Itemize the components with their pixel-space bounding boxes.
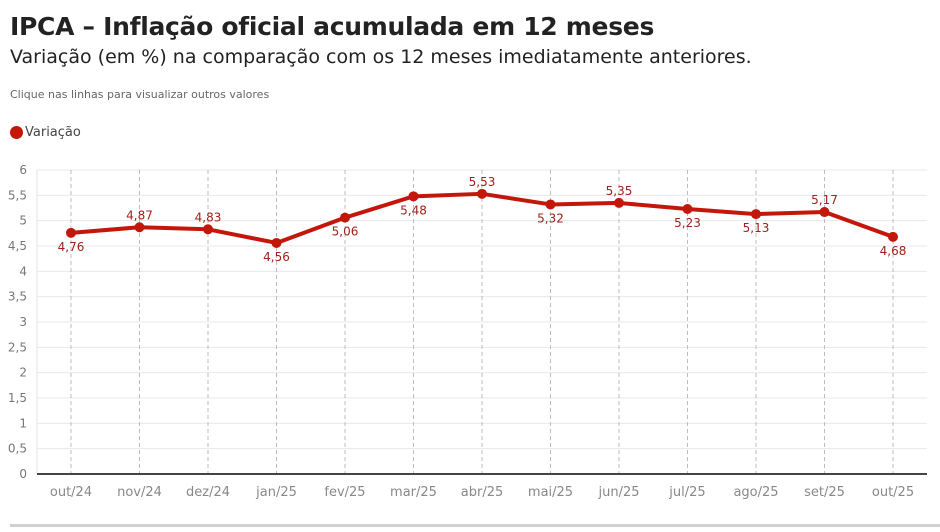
data-label: 5,48	[400, 203, 427, 217]
x-tick-label: mar/25	[390, 485, 437, 500]
vertical-gridlines	[70, 170, 894, 474]
x-axis-ticks: out/24 nov/24 dez/24 jan/25 fev/25 mar/25 abr/…	[50, 485, 914, 500]
x-tick-label: jul/25	[668, 485, 705, 500]
x-tick-label: jan/25	[255, 485, 297, 500]
data-label: 5,06	[332, 225, 359, 239]
y-tick-label: 3	[19, 315, 27, 329]
data-label: 5,32	[537, 211, 564, 225]
data-label: 4,83	[195, 210, 222, 224]
x-tick-label: jun/25	[597, 485, 639, 500]
data-point[interactable]	[819, 207, 830, 218]
x-tick-label: set/25	[804, 485, 845, 500]
y-tick-label: 1,5	[8, 391, 27, 405]
x-tick-label: out/24	[50, 485, 92, 500]
y-tick-label: 4,5	[8, 239, 27, 253]
data-point[interactable]	[408, 191, 419, 202]
x-tick-label: dez/24	[186, 485, 230, 500]
data-label: 4,68	[880, 244, 907, 258]
chart-hint: Clique nas linhas para visualizar outros…	[10, 88, 270, 101]
data-label: 4,87	[126, 208, 153, 222]
legend-label: Variação	[25, 125, 81, 140]
x-tick-label: ago/25	[733, 485, 778, 500]
y-tick-label: 0,5	[8, 442, 27, 456]
x-tick-label: nov/24	[117, 485, 162, 500]
y-axis-ticks: 0 0,5 1 1,5 2 2,5 3 3,5 4 4,5 5 5,5 6	[8, 163, 27, 481]
chart-subtitle: Variação (em %) na comparação com os 12 …	[10, 46, 752, 68]
x-tick-label: fev/25	[324, 485, 365, 500]
data-point[interactable]	[545, 199, 556, 210]
data-point[interactable]	[271, 237, 282, 248]
y-tick-label: 2	[19, 366, 27, 380]
y-tick-label: 2,5	[8, 340, 27, 354]
data-label: 5,35	[606, 184, 633, 198]
y-tick-label: 5	[19, 214, 27, 228]
data-point[interactable]	[340, 212, 350, 223]
chart-title: IPCA – Inflação oficial acumulada em 12 …	[10, 12, 655, 41]
data-label: 4,76	[58, 240, 85, 254]
data-point[interactable]	[682, 204, 693, 215]
series-variacao	[66, 188, 898, 248]
data-point[interactable]	[614, 197, 624, 208]
data-label: 5,23	[674, 216, 701, 230]
data-label: 5,17	[811, 193, 838, 207]
data-label: 5,13	[743, 221, 770, 235]
y-tick-label: 6	[19, 163, 27, 177]
data-point[interactable]	[66, 227, 76, 238]
data-labels: 4,76 4,87 4,83 4,56 5,06 5,48 5,53 5,32 5,35 5,23…	[58, 175, 907, 264]
bottom-divider	[10, 524, 940, 527]
x-tick-label: abr/25	[461, 485, 504, 500]
data-label: 4,56	[263, 250, 290, 264]
y-tick-label: 3,5	[8, 290, 27, 304]
data-point[interactable]	[751, 209, 761, 220]
x-tick-label: mai/25	[528, 485, 573, 500]
data-point[interactable]	[203, 224, 213, 235]
legend-item-variacao[interactable]: Variação	[10, 125, 81, 140]
y-tick-label: 0	[19, 467, 27, 481]
legend-marker-icon	[10, 126, 23, 139]
data-label: 5,53	[469, 175, 496, 189]
data-point[interactable]	[134, 222, 145, 233]
data-point[interactable]	[888, 231, 898, 242]
x-tick-label: out/25	[872, 485, 914, 500]
y-tick-label: 5,5	[8, 188, 27, 202]
y-tick-label: 4	[19, 264, 27, 278]
y-tick-label: 1	[19, 416, 27, 430]
data-point[interactable]	[477, 188, 487, 199]
